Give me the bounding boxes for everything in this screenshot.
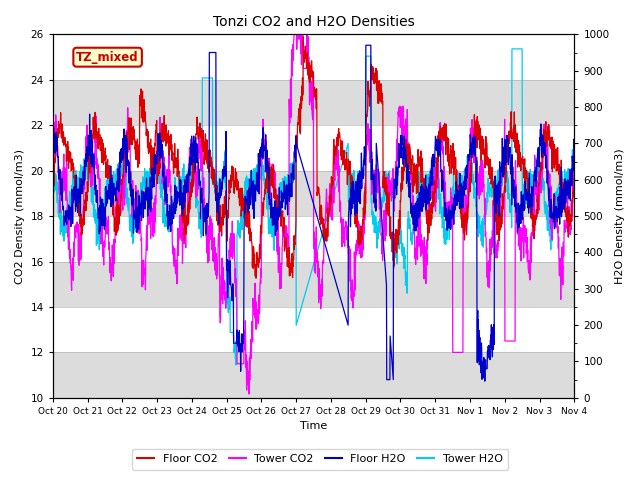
Title: Tonzi CO2 and H2O Densities: Tonzi CO2 and H2O Densities bbox=[212, 15, 415, 29]
Y-axis label: H2O Density (mmol/m3): H2O Density (mmol/m3) bbox=[615, 148, 625, 284]
Bar bbox=[53, 262, 574, 307]
Legend: Floor CO2, Tower CO2, Floor H2O, Tower H2O: Floor CO2, Tower CO2, Floor H2O, Tower H… bbox=[132, 448, 508, 469]
Bar bbox=[53, 80, 574, 125]
X-axis label: Time: Time bbox=[300, 421, 327, 432]
Bar bbox=[53, 170, 574, 216]
Bar bbox=[53, 352, 574, 398]
Text: TZ_mixed: TZ_mixed bbox=[76, 51, 139, 64]
Y-axis label: CO2 Density (mmol/m3): CO2 Density (mmol/m3) bbox=[15, 149, 25, 284]
